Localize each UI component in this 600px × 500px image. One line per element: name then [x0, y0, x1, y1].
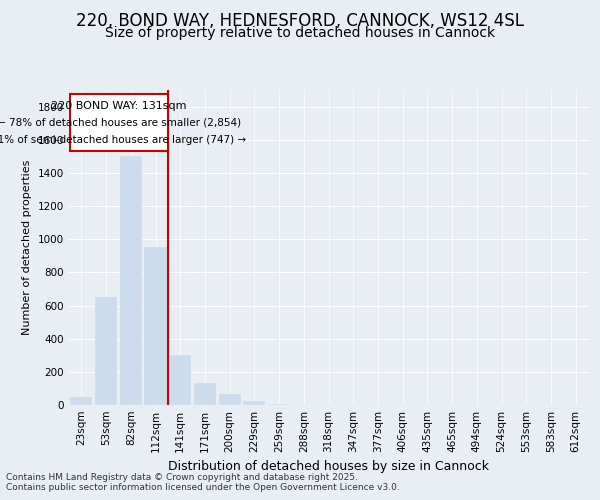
Bar	[70, 94, 168, 152]
Text: 220, BOND WAY, HEDNESFORD, CANNOCK, WS12 4SL: 220, BOND WAY, HEDNESFORD, CANNOCK, WS12…	[76, 12, 524, 30]
Bar	[169, 356, 191, 405]
Bar	[70, 396, 92, 405]
Text: Contains HM Land Registry data © Crown copyright and database right 2025.: Contains HM Land Registry data © Crown c…	[6, 472, 358, 482]
Text: Size of property relative to detached houses in Cannock: Size of property relative to detached ho…	[105, 26, 495, 40]
Bar	[268, 404, 290, 405]
Text: Contains public sector information licensed under the Open Government Licence v3: Contains public sector information licen…	[6, 482, 400, 492]
Bar	[218, 394, 241, 405]
X-axis label: Distribution of detached houses by size in Cannock: Distribution of detached houses by size …	[168, 460, 489, 473]
Bar	[95, 297, 117, 405]
Y-axis label: Number of detached properties: Number of detached properties	[22, 160, 32, 335]
Text: ← 78% of detached houses are smaller (2,854): ← 78% of detached houses are smaller (2,…	[0, 118, 241, 128]
Text: 21% of semi-detached houses are larger (747) →: 21% of semi-detached houses are larger (…	[0, 135, 247, 145]
Bar	[119, 156, 142, 405]
Bar	[145, 248, 167, 405]
Bar	[243, 401, 265, 405]
Text: 220 BOND WAY: 131sqm: 220 BOND WAY: 131sqm	[51, 100, 187, 110]
Bar	[194, 382, 216, 405]
